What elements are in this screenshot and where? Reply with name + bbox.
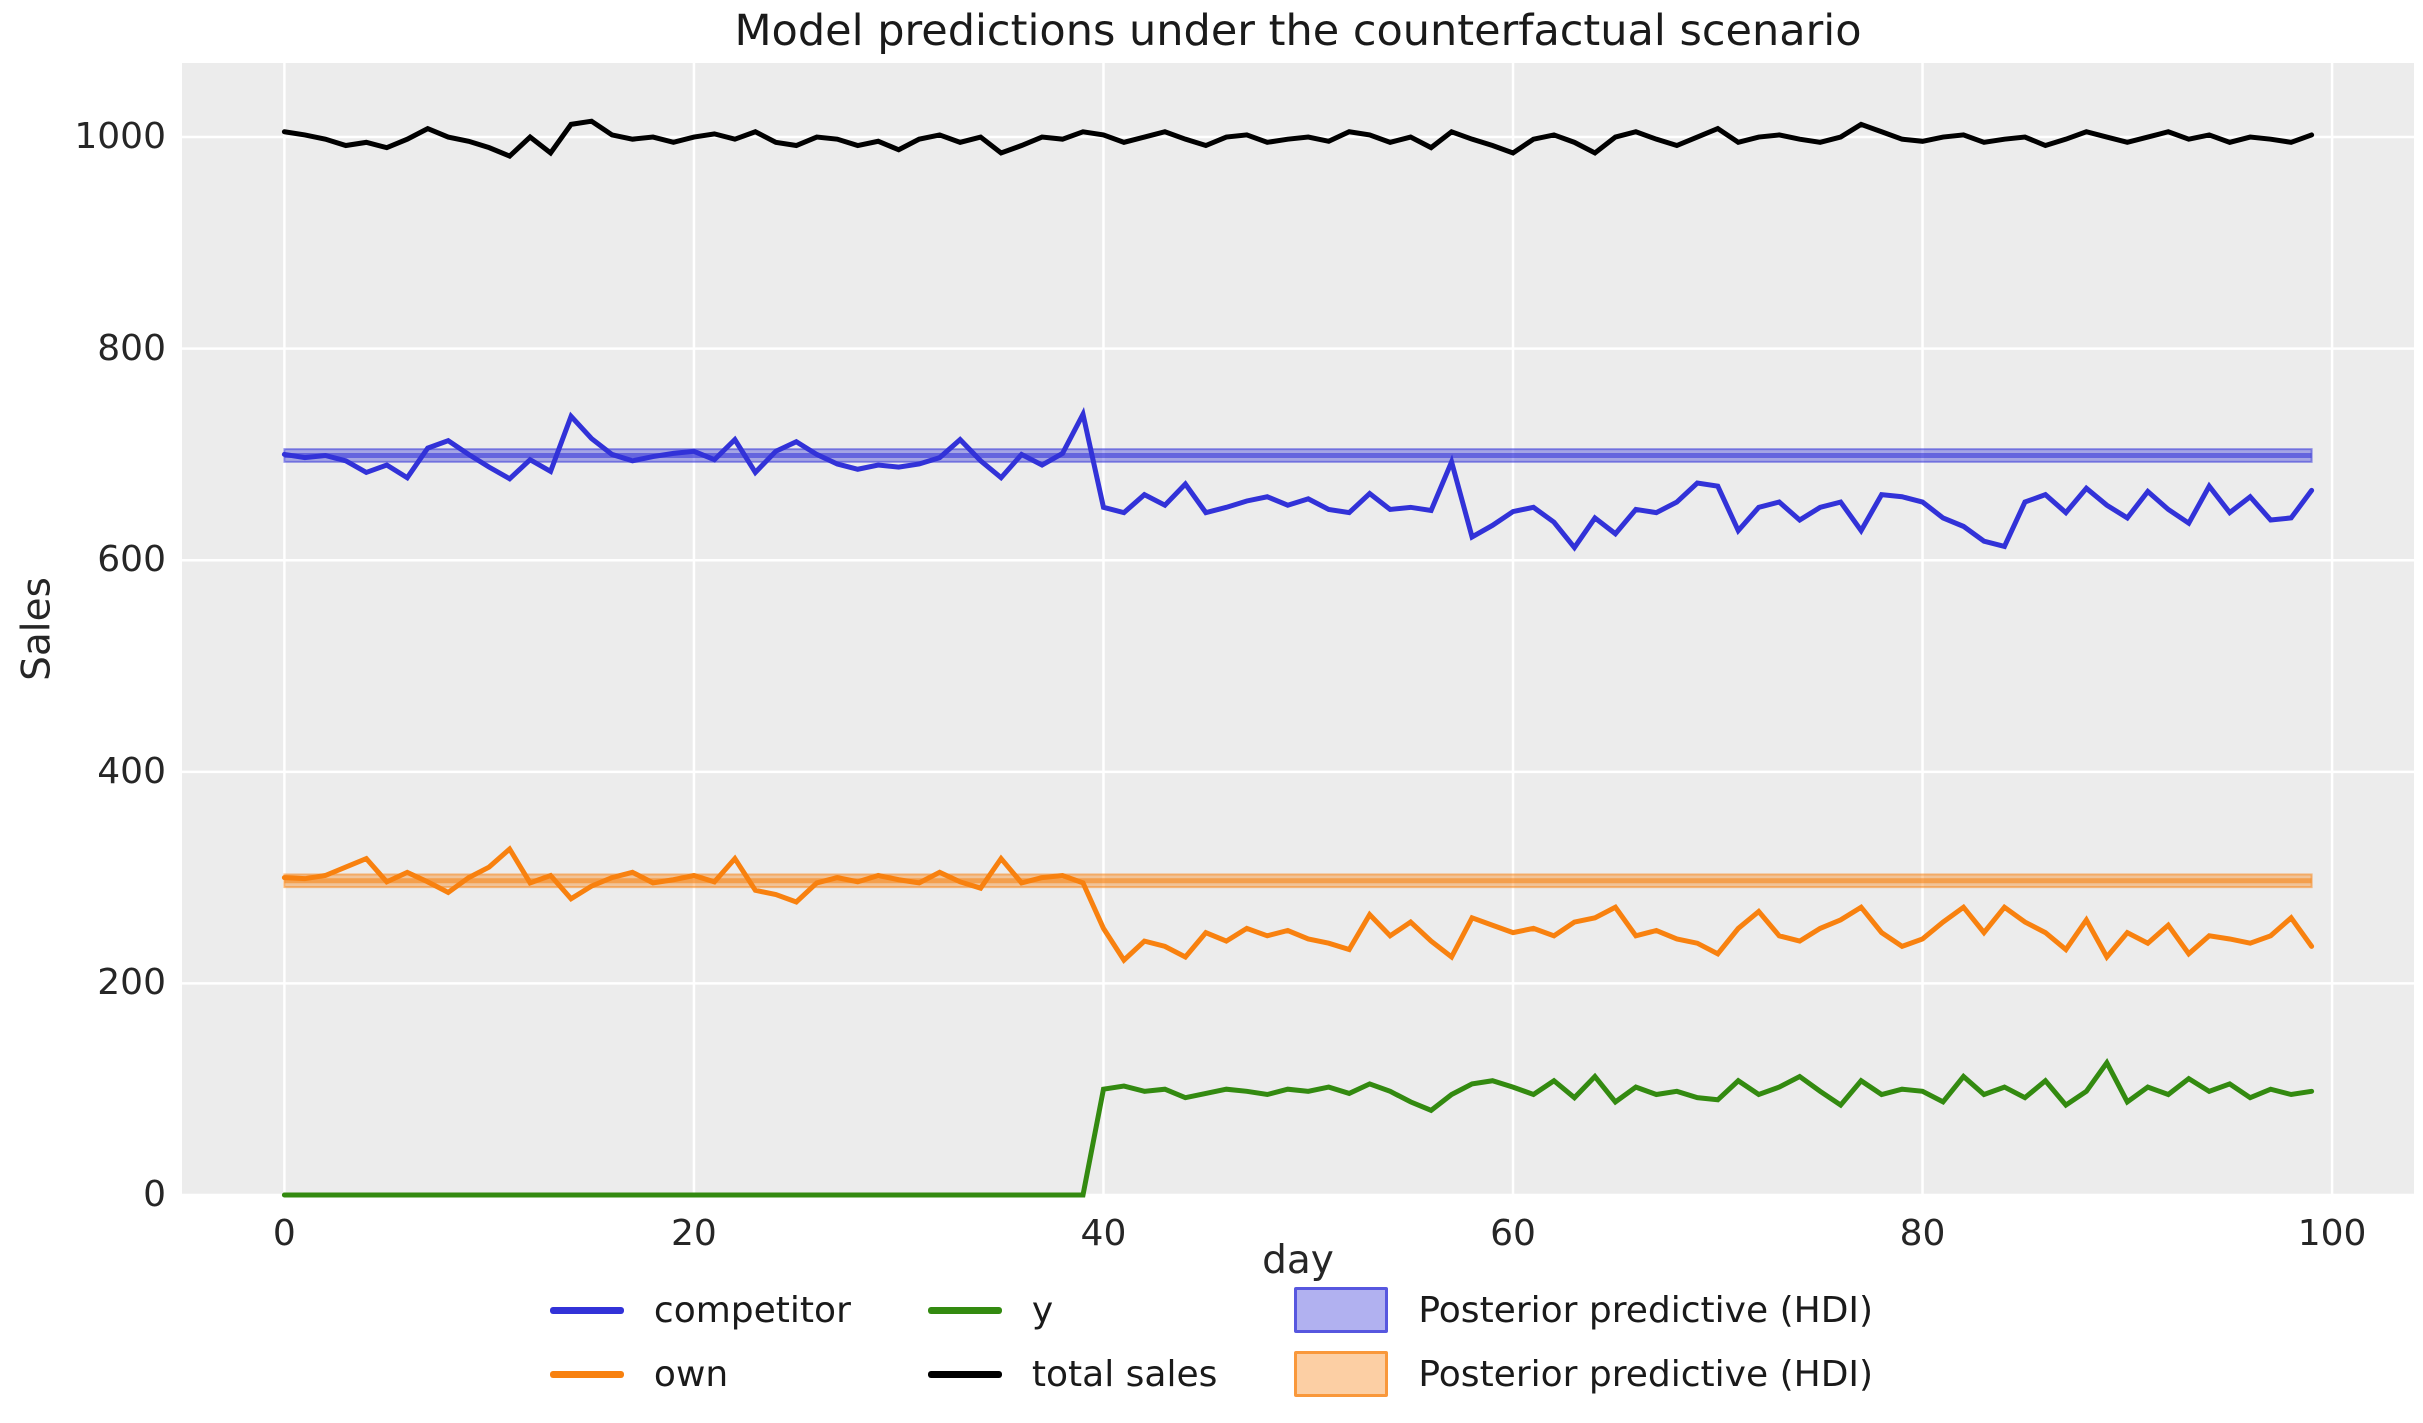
y-tick-label: 200: [97, 962, 166, 1004]
legend: competitor own y total sales Posterior predi…: [0, 1279, 2423, 1405]
legend-item: Posterior predictive (HDI): [1294, 1287, 1873, 1333]
legend-item: own: [549, 1353, 851, 1395]
series-line-y: [281, 1058, 2315, 1198]
legend-label: own: [653, 1353, 729, 1395]
legend-label: y: [1031, 1289, 1054, 1331]
legend-item: y: [927, 1289, 1217, 1331]
y-tick-label: 600: [97, 539, 166, 581]
legend-item: competitor: [549, 1289, 851, 1331]
y-tick-label: 1000: [74, 116, 166, 158]
legend-item: Posterior predictive (HDI): [1294, 1351, 1873, 1397]
legend-patch-swatch: [1294, 1351, 1389, 1397]
legend-label: Posterior predictive (HDI): [1418, 1289, 1874, 1331]
legend-label: total sales: [1031, 1353, 1218, 1395]
series-line-own: [281, 845, 2315, 964]
chart-canvas: [182, 63, 2414, 1198]
x-tick-label: 0: [272, 1213, 296, 1254]
y-tick-label: 400: [97, 750, 166, 792]
legend-label: competitor: [653, 1289, 851, 1331]
x-tick-label: 60: [1490, 1213, 1536, 1254]
series-line-total-sales: [281, 118, 2315, 160]
legend-label: Posterior predictive (HDI): [1418, 1353, 1874, 1395]
x-tick-label: 100: [2297, 1213, 2367, 1254]
legend-line-swatch: [927, 1306, 1002, 1314]
x-tick-label: 40: [1080, 1213, 1127, 1254]
y-axis-label: Sales: [14, 577, 60, 681]
legend-line-swatch: [549, 1306, 624, 1314]
x-axis-label: day: [1262, 1238, 1334, 1283]
legend-item: total sales: [927, 1353, 1218, 1395]
series-line-competitor: [281, 406, 2315, 552]
legend-line-swatch: [549, 1370, 624, 1378]
y-tick-label: 0: [143, 1174, 166, 1215]
chart-title: Model predictions under the counterfactu…: [734, 6, 1862, 56]
y-tick-label: 800: [97, 327, 166, 369]
legend-patch-swatch: [1294, 1287, 1389, 1333]
legend-line-swatch: [927, 1370, 1002, 1378]
plot-area: [182, 63, 2414, 1198]
x-tick-label: 20: [671, 1213, 717, 1254]
x-tick-label: 80: [1899, 1213, 1946, 1254]
